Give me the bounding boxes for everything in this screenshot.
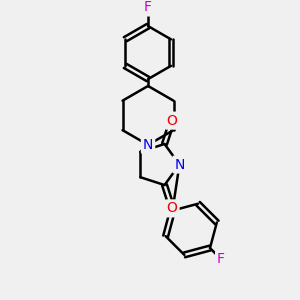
Text: O: O	[167, 201, 178, 215]
Text: O: O	[167, 114, 178, 128]
Text: F: F	[144, 0, 152, 14]
Text: N: N	[174, 158, 184, 172]
Text: N: N	[143, 138, 153, 152]
Text: F: F	[217, 252, 225, 266]
